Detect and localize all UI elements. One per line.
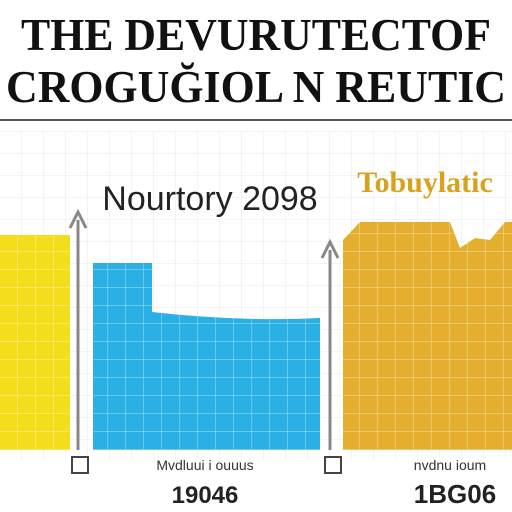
gold-grid [343, 222, 512, 450]
panel-title: Nourtory 2098 [102, 180, 317, 218]
bottom-label: nvdnu ioum [414, 457, 486, 473]
panel-title-right: Tobuylatic [357, 166, 493, 199]
title-line-1: THE DEVURUTECTOF [21, 9, 491, 60]
bottom-number: 19046 [172, 482, 239, 509]
bottom-number: 1BG06 [414, 479, 496, 509]
icon [324, 456, 342, 474]
axis-arrow [320, 238, 340, 259]
title-line-2: CROGUĞIOL N REUTIC [6, 61, 506, 112]
axis-arrow [68, 208, 88, 229]
icon [71, 456, 89, 474]
yellow-grid [0, 235, 70, 450]
blue-grid [93, 263, 320, 450]
bottom-label: Mvdluui i ouuus [156, 457, 253, 473]
